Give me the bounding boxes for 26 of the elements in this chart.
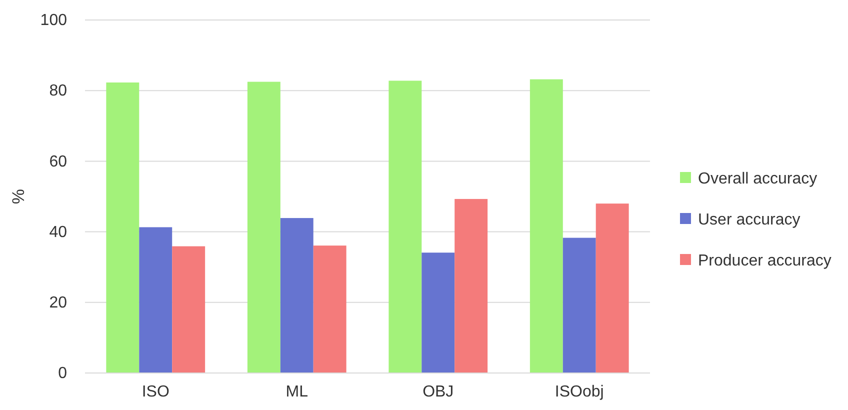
bar [280,218,314,373]
x-tick-label: ML [286,383,308,400]
y-axis-title: % [9,188,28,204]
bar [313,246,346,373]
legend-label: Overall accuracy [698,170,818,188]
bar [596,204,629,373]
x-tick-label: ISO [142,383,170,400]
legend-label: User accuracy [698,212,800,229]
legend-label: Producer accuracy [698,252,832,270]
y-tick-label: 20 [49,294,68,312]
bar [106,82,140,373]
bar [530,79,563,373]
x-tick-label: OBJ [422,383,454,400]
bar [454,198,488,373]
y-tick-label: 80 [49,82,68,100]
y-tick-label: 40 [49,224,68,241]
bar [247,82,280,373]
bar [139,227,172,373]
y-tick-label: 0 [58,365,68,382]
x-tick-label: ISOobj [554,383,604,400]
bar [422,252,455,373]
bar [172,246,206,373]
bar [388,80,422,373]
bar [562,238,596,373]
y-tick-label: 60 [49,153,68,170]
y-tick-label: 100 [40,12,68,30]
